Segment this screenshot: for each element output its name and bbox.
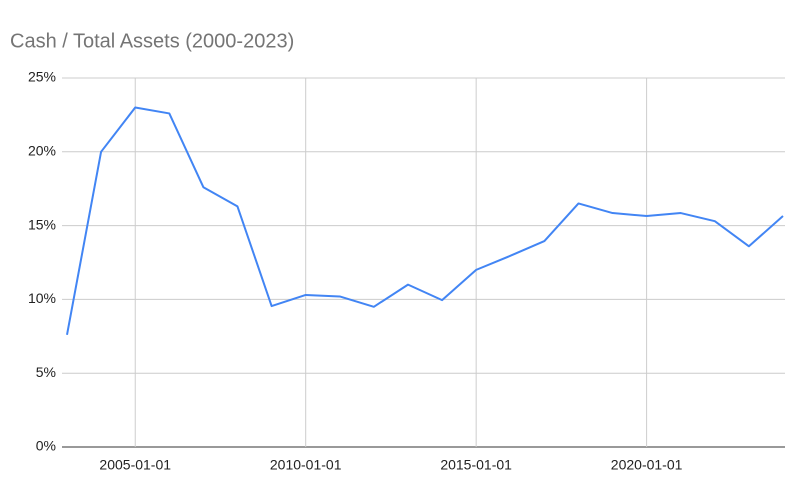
- chart-title: Cash / Total Assets (2000-2023): [10, 30, 294, 52]
- y-tick-label: 0%: [36, 438, 56, 454]
- y-tick-label: 25%: [28, 69, 56, 85]
- y-tick-label: 5%: [36, 364, 56, 380]
- x-tick-label: 2010-01-01: [270, 457, 342, 473]
- y-tick-label: 10%: [28, 290, 56, 306]
- y-tick-label: 20%: [28, 143, 56, 159]
- y-tick-label: 15%: [28, 216, 56, 232]
- x-tick-label: 2015-01-01: [440, 457, 512, 473]
- line: [66, 106, 784, 336]
- x-tick-label: 2020-01-01: [611, 457, 683, 473]
- x-tick-label: 2005-01-01: [99, 457, 171, 473]
